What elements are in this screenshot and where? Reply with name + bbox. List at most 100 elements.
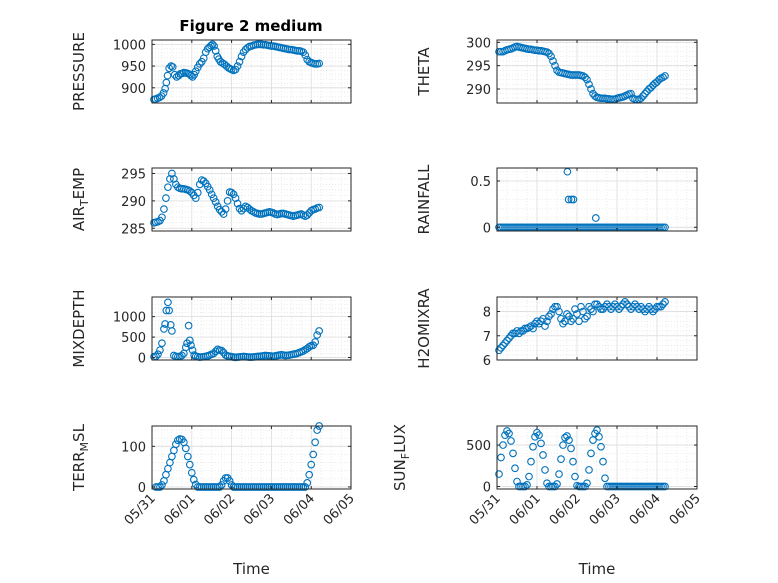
mixdepth-data-point: [299, 347, 308, 355]
pressure-data-point: [168, 63, 177, 71]
air_temp-data-point: [237, 206, 246, 215]
pressure-data-point: [159, 89, 168, 97]
air_temp-data-point: [233, 199, 242, 208]
terr_msl-data-point: [261, 483, 270, 491]
air_temp-data-point: [219, 210, 228, 218]
terr_msl-data-point: [181, 444, 190, 453]
terr_msl-axes-box: [151, 425, 352, 490]
terr_msl-data-point: [197, 483, 206, 491]
sun_flux-data-point: [577, 482, 585, 491]
h2omixra-data-point: [579, 307, 587, 316]
terr_msl-data-point: [172, 440, 180, 449]
theta-data-point: [639, 92, 647, 100]
pressure-data-point: [165, 64, 173, 73]
sun_flux-data-point: [531, 432, 539, 441]
mixdepth-data-point: [168, 327, 176, 335]
sun_flux-data-point: [525, 472, 533, 481]
mixdepth-data-point: [156, 346, 164, 355]
air_temp-ytick-label: 295: [121, 167, 146, 182]
terr_msl-data-point: [297, 483, 306, 491]
sun_flux-data-point: [623, 482, 631, 491]
h2omixra-data-point: [527, 322, 535, 330]
sun_flux-data-point: [617, 482, 625, 491]
pressure-data-point: [235, 57, 244, 66]
sun_flux-data-point: [629, 482, 637, 491]
air_temp-data-point: [185, 187, 194, 195]
terr_msl-xlabel: Time: [232, 560, 270, 578]
sun_flux-data-point: [533, 428, 541, 437]
pressure-data-point: [211, 47, 220, 55]
mixdepth-data-point: [181, 343, 190, 352]
h2omixra-ytick-label: 6: [483, 354, 491, 369]
terr_msl-data-point: [199, 483, 208, 491]
h2omixra-data-point: [591, 300, 599, 309]
theta-data-point: [659, 73, 667, 82]
theta-data-point: [569, 71, 577, 79]
terr_msl-data-point: [233, 483, 242, 491]
h2omixra-ytick-label: 8: [483, 306, 491, 321]
h2omixra-data-point: [559, 319, 567, 328]
sun_flux-data-point: [637, 482, 645, 491]
rainfall-data-point: [567, 195, 576, 204]
h2omixra-data-point: [497, 344, 505, 352]
h2omixra-data-point: [659, 300, 667, 309]
sun_flux-data-point: [515, 482, 523, 491]
terr_msl-data-point: [215, 483, 224, 491]
h2omixra-data-point: [655, 302, 663, 311]
sun_flux-data-point: [521, 482, 529, 491]
terr_msl-ytick-label: 0: [138, 481, 146, 496]
terr_msl-data-point: [257, 483, 266, 491]
air_temp-data-point: [158, 213, 166, 222]
sun_flux-data-point: [583, 479, 591, 488]
theta-data-point: [603, 94, 611, 103]
terr_msl-data-point: [293, 483, 302, 491]
sun_flux-data-point: [505, 429, 513, 438]
air_temp-ylabel: AIRTEMP: [70, 168, 91, 231]
rainfall-ytick-label: 0: [483, 221, 491, 236]
mixdepth-data-point: [185, 336, 194, 345]
mixdepth-data-point: [209, 349, 218, 358]
sun_flux-data-point: [563, 432, 571, 440]
terr_msl-data-point: [187, 468, 196, 477]
pressure-data-point: [237, 52, 246, 61]
sun_flux-ylabel: SUNFLUX: [391, 424, 412, 491]
air_temp-plot-area: [152, 168, 351, 231]
sun_flux-data-point: [627, 482, 635, 491]
pressure-data-point: [301, 51, 310, 60]
pressure-panel: 900 950 1000: [113, 38, 352, 104]
h2omixra-data-point: [587, 305, 595, 313]
sun_flux-data-point: [635, 482, 643, 491]
theta-ytick-label: 295: [466, 60, 491, 75]
terr_msl-data-point: [205, 483, 214, 491]
mixdepth-ytick-label: 500: [121, 331, 146, 346]
theta-data-point: [655, 75, 663, 84]
pressure-data-point: [155, 93, 164, 102]
sun_flux-data-point: [661, 482, 669, 491]
terr_msl-data-point: [311, 438, 320, 447]
terr_msl-data-point: [195, 483, 204, 491]
sun_flux-data-point: [607, 482, 615, 491]
sun_flux-data-point: [529, 442, 537, 451]
h2omixra-data-point: [551, 302, 559, 311]
sun_flux-data-point: [589, 436, 597, 444]
sun_flux-data-point: [519, 482, 527, 491]
theta-data-point: [627, 89, 635, 98]
theta-panel: 290 295 300: [466, 36, 698, 104]
theta-data-point: [549, 57, 557, 65]
rainfall-data-point: [564, 195, 573, 204]
sun_flux-data-point: [641, 482, 649, 491]
h2omixra-data-point: [577, 302, 585, 311]
sun_flux-data-point: [621, 482, 629, 491]
terr_msl-ylabel: TERRMSL: [70, 423, 91, 492]
sun_flux-data-point: [503, 427, 511, 435]
terr_msl-data-point: [303, 479, 312, 487]
rainfall-data-point: [569, 195, 578, 204]
theta-data-point: [641, 89, 649, 98]
h2omixra-data-point: [581, 314, 589, 323]
h2omixra-data-point: [503, 336, 511, 345]
mixdepth-data-point: [178, 351, 186, 360]
mixdepth-data-point: [313, 331, 322, 339]
terr_msl-data-point: [185, 460, 194, 469]
terr_msl-data-point: [217, 481, 226, 489]
